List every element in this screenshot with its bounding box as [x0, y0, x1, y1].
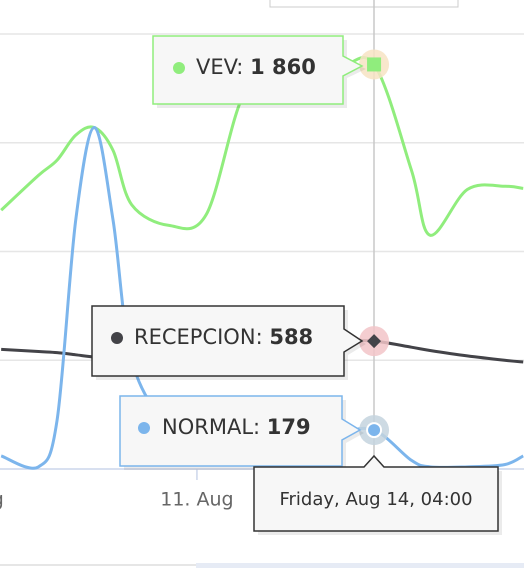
x-axis: 7. Aug 11. Aug — [0, 469, 234, 511]
tooltip-series: NORMAL — [162, 415, 253, 439]
tooltip-series: VEV — [196, 55, 239, 79]
hover-marker — [366, 422, 383, 439]
tooltip-value: 1 860 — [250, 55, 316, 79]
tooltip-header: Friday, Aug 14, 04:00 — [279, 489, 472, 510]
tooltip-value: 179 — [267, 415, 311, 439]
date-tooltip: Friday, Aug 14, 04:00 — [253, 454, 502, 535]
hover-markers — [359, 49, 390, 446]
svg-text:VEV: 1 860: VEV: 1 860 — [196, 55, 316, 79]
navigator — [196, 563, 524, 568]
svg-text:RECEPCION: 588: RECEPCION: 588 — [134, 325, 313, 349]
tooltip: RECEPCION: 588 — [91, 305, 366, 380]
x-tick-label: 11. Aug — [160, 489, 233, 511]
svg-text:NORMAL: 179: NORMAL: 179 — [162, 415, 311, 439]
range-box — [269, 0, 459, 8]
hover-marker — [367, 334, 382, 349]
hover-marker — [367, 57, 382, 72]
tooltip-value: 588 — [269, 325, 313, 349]
x-tick-label: 7. Aug — [0, 489, 4, 511]
tooltip: NORMAL: 179 — [119, 395, 364, 470]
series-line — [0, 56, 524, 237]
tooltip: VEV: 1 860 — [152, 35, 366, 108]
tooltip-series: RECEPCION — [134, 325, 256, 349]
